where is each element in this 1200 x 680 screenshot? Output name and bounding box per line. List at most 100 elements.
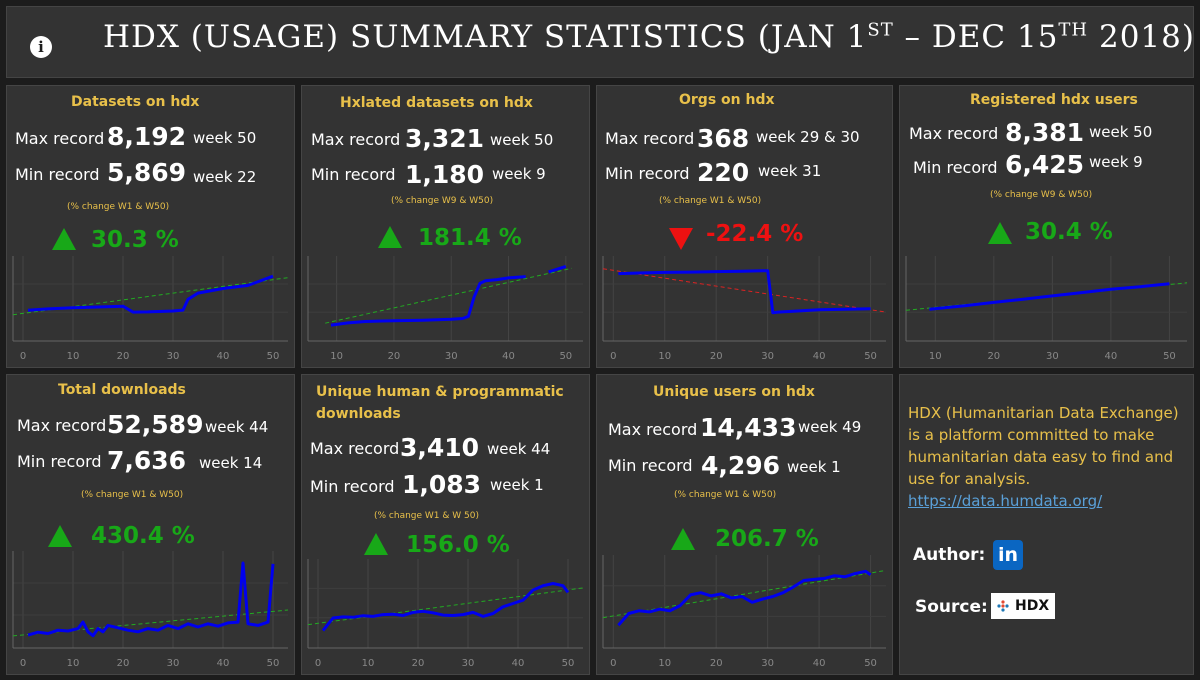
- x-tick-label: 30: [462, 658, 475, 669]
- hdx-logo-icon: [997, 600, 1009, 612]
- series-line: [27, 274, 274, 314]
- x-tick-label: 10: [658, 658, 671, 669]
- x-tick-label: 20: [710, 351, 723, 362]
- x-tick-label: 10: [929, 351, 942, 362]
- pct-change-value: 430.4 %: [91, 523, 195, 549]
- up-arrow-icon: [378, 226, 402, 248]
- max-week: week 44: [487, 440, 551, 458]
- title-part: 2018): [1088, 19, 1195, 55]
- min-label: Min record: [310, 477, 395, 496]
- series-line: [27, 561, 275, 638]
- max-week: week 49: [798, 418, 862, 436]
- pct-change-label: (% change W9 & W50): [391, 196, 494, 206]
- x-tick-label: 0: [20, 351, 26, 362]
- header-bar: i HDX (USAGE) SUMMARY STATISTICS (JAN 1S…: [6, 6, 1194, 78]
- about-panel: [899, 374, 1194, 675]
- x-tick-label: 0: [610, 658, 616, 669]
- pct-change-label: (% change W1 & W 50): [374, 511, 479, 521]
- up-arrow-icon: [364, 533, 388, 555]
- title-sup: ST: [867, 19, 894, 41]
- down-arrow-icon: [669, 228, 693, 250]
- x-tick-label: 10: [67, 658, 80, 669]
- max-value: 8,192: [107, 122, 187, 151]
- panel-title: Datasets on hdx: [71, 94, 200, 110]
- min-label: Min record: [15, 165, 100, 184]
- min-week: week 9: [1089, 153, 1143, 171]
- kpi-panel-total-downloads: Total downloads Max record 52,589 week 4…: [6, 374, 295, 675]
- max-label: Max record: [15, 129, 105, 148]
- source-label: Source:: [915, 597, 988, 617]
- series-line: [321, 582, 570, 632]
- min-week: week 14: [199, 454, 263, 472]
- min-label: Min record: [913, 158, 998, 177]
- max-label: Max record: [909, 124, 999, 143]
- page-title: HDX (USAGE) SUMMARY STATISTICS (JAN 1ST …: [103, 19, 1195, 55]
- series-line: [548, 264, 567, 274]
- up-arrow-icon: [988, 222, 1012, 244]
- x-tick-label: 40: [813, 658, 826, 669]
- author-label: Author:: [913, 545, 986, 565]
- max-value: 368: [697, 124, 750, 153]
- x-tick-label: 30: [167, 351, 180, 362]
- title-part: – DEC 15: [893, 19, 1059, 55]
- pct-change-value: 30.4 %: [1025, 219, 1113, 245]
- kpi-panel-unique-users: Unique users on hdx Max record 14,433 we…: [596, 374, 893, 675]
- x-tick-label: 20: [987, 351, 1000, 362]
- x-tick-label: 40: [512, 658, 525, 669]
- up-arrow-icon: [671, 528, 695, 550]
- min-label: Min record: [311, 165, 396, 184]
- max-label: Max record: [608, 420, 698, 439]
- series-line: [929, 282, 1170, 311]
- panel-title: Total downloads: [58, 382, 186, 398]
- pct-change-value: -22.4 %: [706, 221, 804, 247]
- max-value: 3,410: [400, 433, 480, 462]
- x-tick-label: 30: [167, 658, 180, 669]
- max-label: Max record: [311, 130, 401, 149]
- hdx-link[interactable]: https://data.humdata.org/: [908, 492, 1103, 510]
- x-tick-label: 40: [1105, 351, 1118, 362]
- min-label: Min record: [605, 164, 690, 183]
- min-value: 5,869: [107, 158, 187, 187]
- x-tick-label: 30: [1046, 351, 1059, 362]
- info-icon[interactable]: i: [30, 36, 52, 58]
- min-week: week 1: [787, 458, 841, 476]
- x-tick-label: 30: [761, 351, 774, 362]
- about-description: HDX (Humanitarian Data Exchange) is a pl…: [908, 404, 1179, 488]
- x-tick-label: 30: [445, 351, 458, 362]
- x-tick-label: 40: [217, 351, 230, 362]
- x-tick-label: 0: [20, 658, 26, 669]
- max-label: Max record: [310, 439, 400, 458]
- trend-line: [307, 587, 584, 626]
- series-line: [617, 569, 872, 627]
- linkedin-icon[interactable]: in: [993, 540, 1023, 570]
- pct-change-label: (% change W1 & W50): [67, 202, 170, 212]
- panel-title: Orgs on hdx: [679, 92, 775, 108]
- pct-change-value: 206.7 %: [715, 526, 819, 552]
- max-label: Max record: [605, 129, 695, 148]
- pct-change-label: (% change W1 & W50): [659, 196, 762, 206]
- kpi-panel-datasets: Datasets on hdx Max record 8,192 week 50…: [6, 85, 295, 368]
- x-tick-label: 30: [761, 658, 774, 669]
- series-line: [330, 275, 526, 327]
- max-value: 3,321: [405, 124, 485, 153]
- min-week: week 22: [193, 168, 257, 186]
- max-week: week 50: [490, 131, 554, 149]
- max-value: 52,589: [107, 410, 204, 439]
- hdx-logo[interactable]: HDX: [991, 593, 1055, 619]
- panel-title: Registered hdx users: [970, 92, 1138, 108]
- kpi-panel-hxlated: Hxlated datasets on hdx Max record 3,321…: [301, 85, 590, 368]
- trend-line: [12, 277, 289, 316]
- pct-change-label: (% change W1 & W50): [674, 490, 777, 500]
- up-arrow-icon: [52, 228, 76, 250]
- x-tick-label: 10: [362, 658, 375, 669]
- x-tick-label: 50: [267, 658, 280, 669]
- x-tick-label: 20: [117, 658, 130, 669]
- max-week: week 29 & 30: [756, 128, 860, 146]
- x-tick-label: 20: [710, 658, 723, 669]
- max-week: week 50: [1089, 123, 1153, 141]
- min-label: Min record: [17, 452, 102, 471]
- trend-line: [602, 569, 887, 619]
- panel-title: Hxlated datasets on hdx: [340, 95, 533, 111]
- min-week: week 1: [490, 476, 544, 494]
- min-week: week 9: [492, 165, 546, 183]
